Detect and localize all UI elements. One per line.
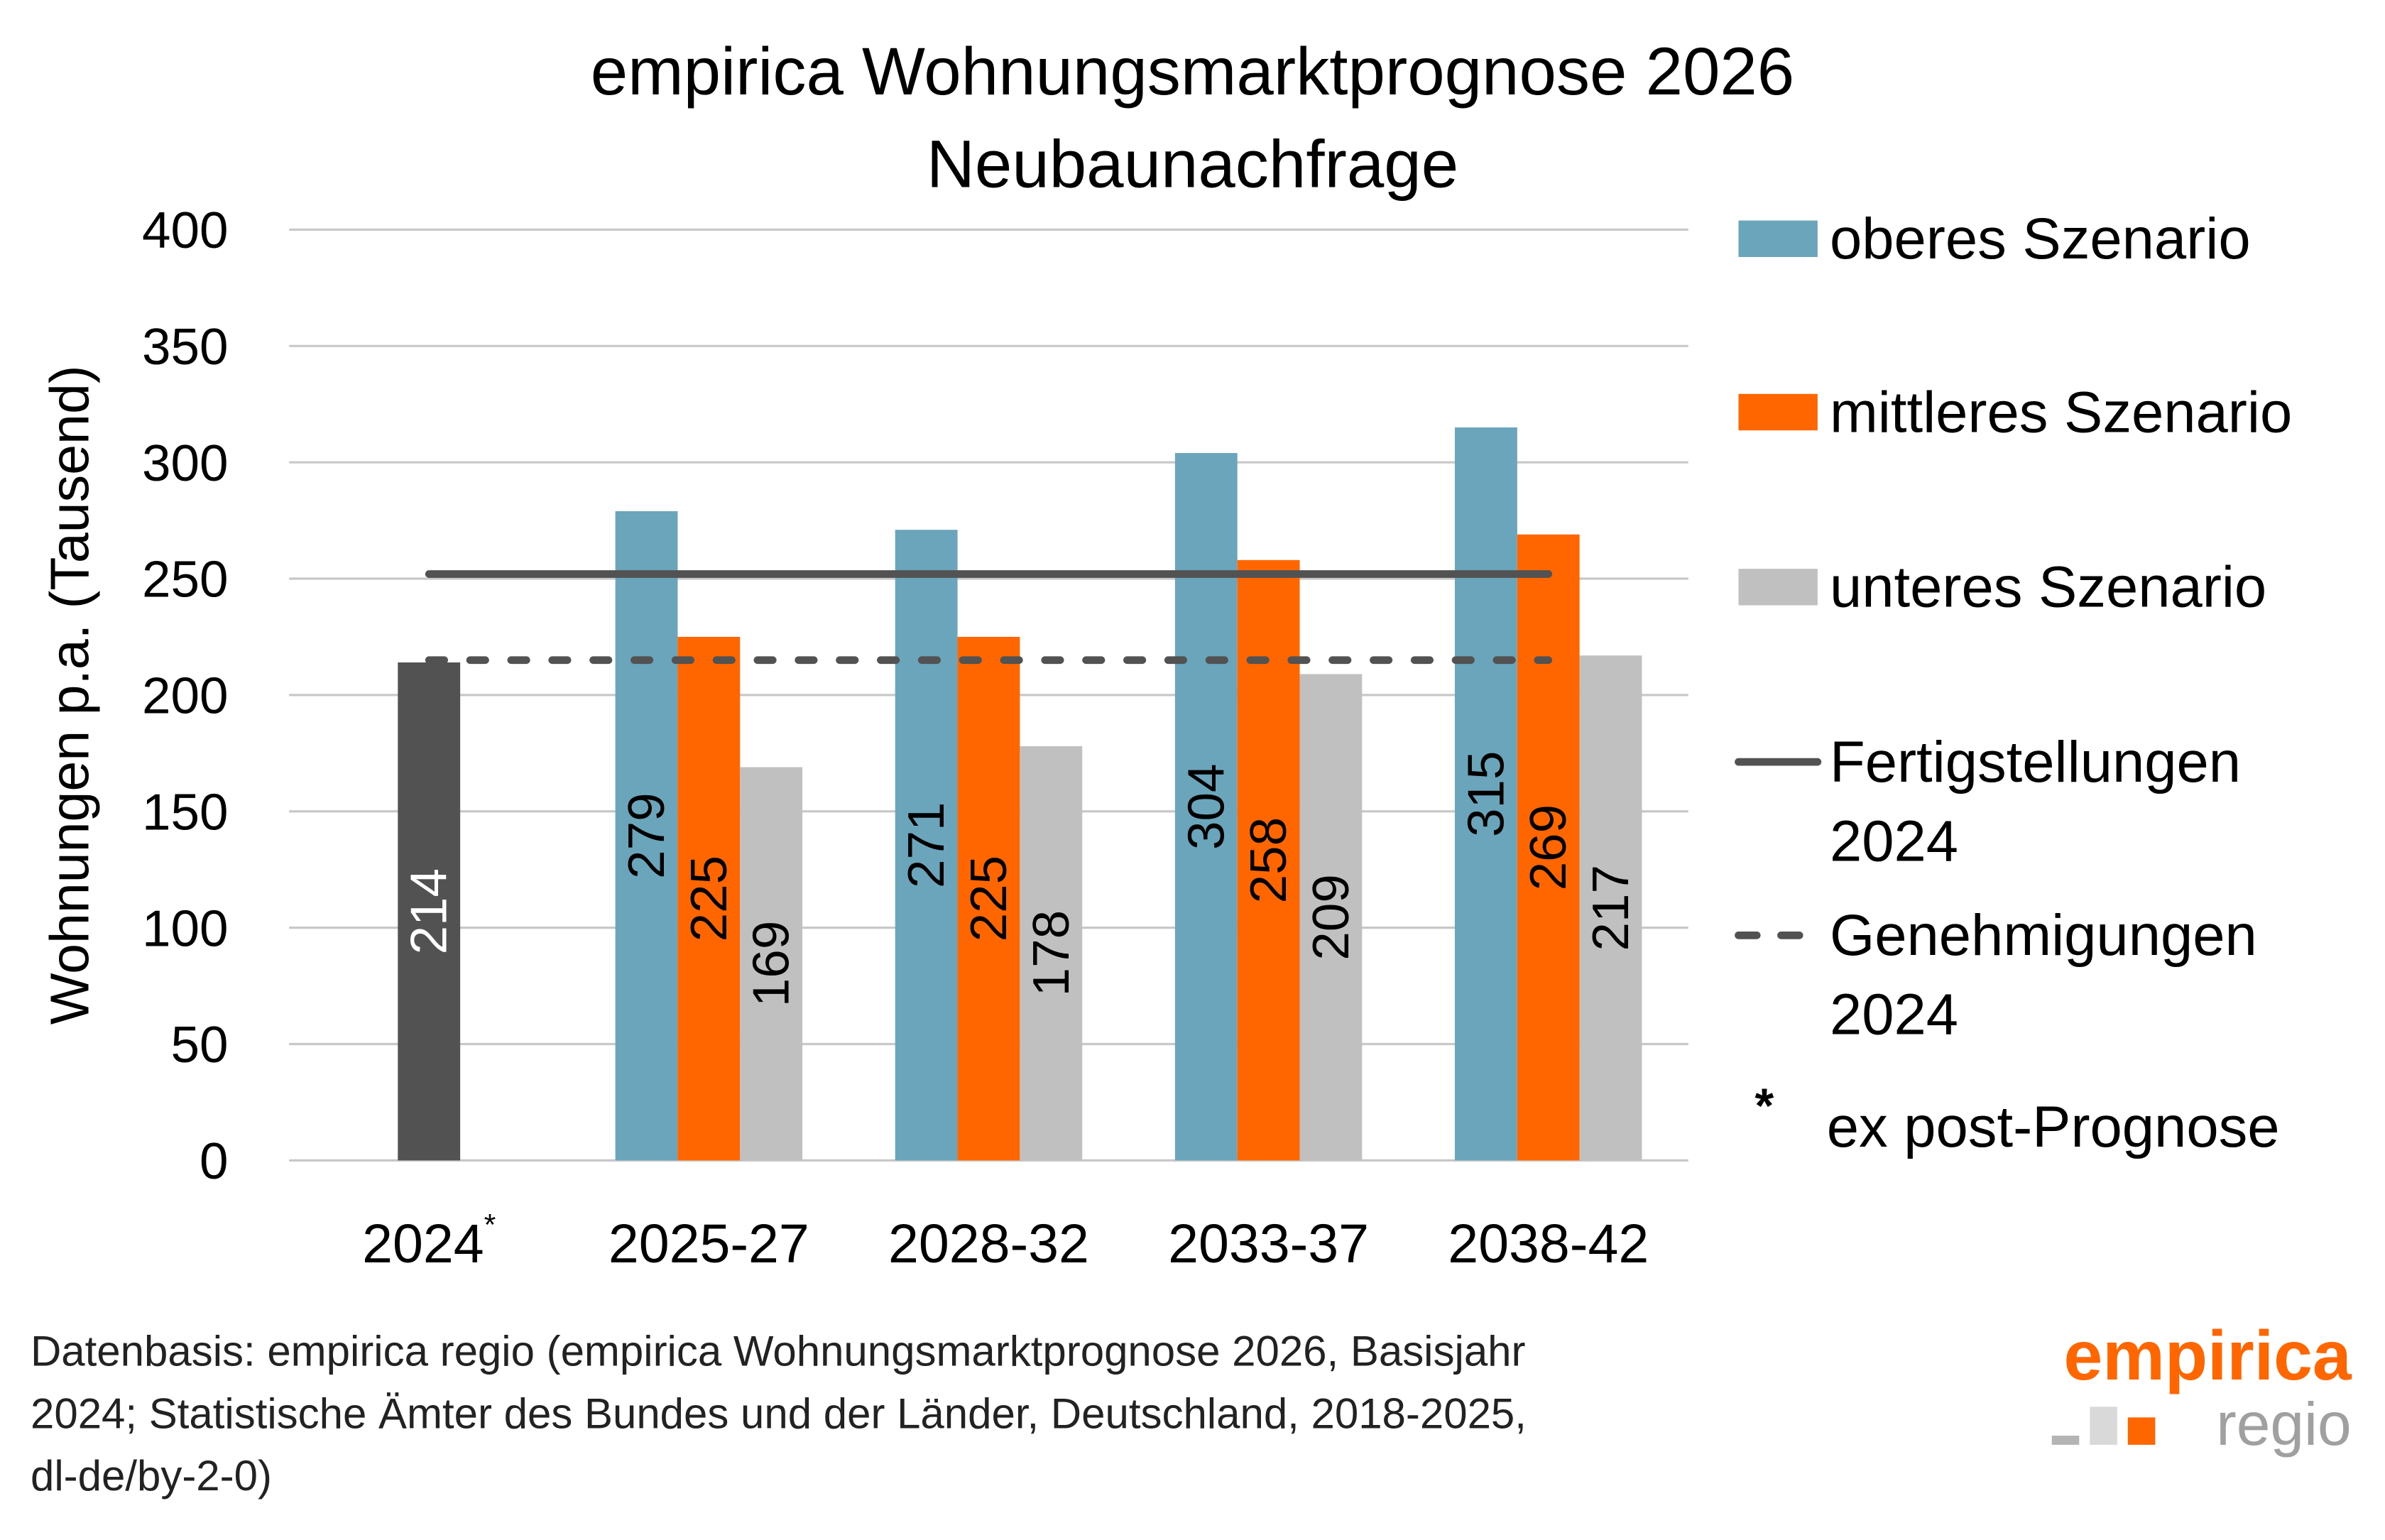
y-axis-label: Wohnungen p.a. (Tausend): [39, 365, 100, 1025]
legend-line-label-0: Fertigstellungen: [1830, 730, 2241, 794]
logo-word-empirica: empirica: [2063, 1316, 2352, 1394]
data-label-2-2025-27: 169: [743, 921, 800, 1007]
x-tick-2025-27: 2025-27: [608, 1213, 809, 1274]
bar-0-2025-27: [615, 510, 678, 1161]
y-tick-300: 300: [142, 435, 229, 492]
logo-word-regio: regio: [2216, 1390, 2352, 1458]
legend-line-label-year-1: 2024: [1830, 983, 1958, 1047]
x-tick-2028-32: 2028-32: [888, 1213, 1089, 1274]
legend-line-label-1: Genehmigungen: [1830, 903, 2257, 968]
empirica-regio-logo: empirica regio: [2051, 1316, 2352, 1458]
y-tick-0: 0: [200, 1132, 229, 1190]
source-line-2: 2024; Statistische Ämter des Bundes und …: [31, 1389, 1527, 1437]
reference-lines: [425, 570, 1553, 665]
data-label-1-2028-32: 225: [960, 856, 1017, 942]
legend: oberes Szenario mittleres Szenario unteres…: [1735, 207, 2292, 1159]
x-tick-2033-37: 2033-37: [1168, 1213, 1369, 1274]
y-tick-200: 200: [142, 667, 229, 725]
legend-footnote-label: ex post-Prognose: [1827, 1095, 2280, 1159]
bar-0-2038-42: [1454, 427, 1517, 1161]
bar-0-2028-32: [895, 530, 958, 1161]
legend-label-0: oberes Szenario: [1830, 207, 2251, 271]
bar-1-2025-27: [677, 636, 741, 1161]
logo-square-2: [2090, 1407, 2117, 1445]
x-tick-text: 2028-32: [888, 1213, 1089, 1274]
x-tick-labels: 2024* 2025-27 2028-32 2033-37 2038-42: [362, 1208, 1649, 1274]
source-note: Datenbasis: empirica regio (empirica Woh…: [31, 1328, 1527, 1500]
bar-2-2025-27: [740, 767, 803, 1161]
x-tick-text: 2033-37: [1168, 1213, 1369, 1274]
y-tick-50: 50: [170, 1016, 228, 1074]
data-labels: 214 279 271 304 315 225 225 258 269 169 178 209 217: [400, 750, 1639, 1007]
legend-label-1: mittleres Szenario: [1830, 380, 2292, 444]
y-tick-250: 250: [142, 551, 229, 608]
y-tick-400: 400: [142, 202, 229, 259]
bars: [398, 427, 1642, 1161]
bar-2024: [398, 662, 461, 1161]
legend-swatch-1: [1738, 393, 1818, 431]
legend-swatch-2: [1738, 569, 1818, 606]
source-line-3: dl-de/by-2-0): [31, 1452, 272, 1500]
data-label-1-2025-27: 225: [680, 856, 738, 942]
data-label-0-2028-32: 271: [897, 802, 955, 889]
x-tick-2024: 2024*: [362, 1208, 496, 1274]
x-tick-text: 2024: [362, 1213, 484, 1274]
bar-1-2028-32: [957, 636, 1020, 1161]
logo-square-1: [2051, 1436, 2080, 1445]
chart-title: empirica Wohnungsmarktprognose 2026: [591, 34, 1794, 109]
legend-label-2: unteres Szenario: [1830, 555, 2266, 620]
x-tick-text: 2038-42: [1448, 1213, 1649, 1274]
y-tick-350: 350: [142, 318, 229, 376]
legend-swatch-0: [1738, 220, 1818, 257]
y-tick-100: 100: [142, 900, 229, 957]
data-label-0-2025-27: 279: [618, 792, 675, 879]
data-label-1-2038-42: 269: [1519, 804, 1577, 891]
bar-2-2038-42: [1579, 655, 1642, 1161]
y-tick-labels: 0 50 100 150 200 250 300 350 400: [142, 202, 229, 1190]
legend-line-label-year-0: 2024: [1830, 809, 1958, 873]
data-label-2024: 214: [400, 868, 458, 955]
data-label-0-2038-42: 315: [1457, 750, 1514, 837]
data-label-2-2033-37: 209: [1302, 874, 1360, 961]
data-label-2-2028-32: 178: [1022, 910, 1080, 997]
data-label-0-2033-37: 304: [1177, 763, 1235, 850]
x-tick-text: 2025-27: [608, 1213, 809, 1274]
bar-2-2028-32: [1020, 746, 1083, 1161]
bar-2-2033-37: [1299, 674, 1363, 1161]
logo-square-3: [2127, 1417, 2156, 1445]
source-line-1: Datenbasis: empirica regio (empirica Woh…: [31, 1328, 1526, 1375]
chart-subtitle: Neubaunachfrage: [927, 126, 1458, 201]
x-tick-footnote-mark: *: [484, 1208, 496, 1242]
legend-footnote-symbol: *: [1755, 1078, 1774, 1133]
y-tick-150: 150: [142, 783, 229, 841]
bar-1-2038-42: [1517, 534, 1580, 1161]
data-label-1-2033-37: 258: [1240, 817, 1297, 904]
data-label-2-2038-42: 217: [1582, 865, 1639, 951]
x-tick-2038-42: 2038-42: [1448, 1213, 1649, 1274]
